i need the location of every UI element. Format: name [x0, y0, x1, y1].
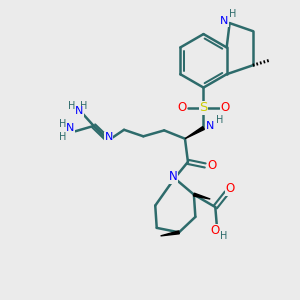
Text: H: H [216, 115, 224, 125]
Text: H: H [80, 101, 88, 111]
Text: N: N [206, 121, 214, 130]
Polygon shape [160, 231, 179, 236]
Text: O: O [226, 182, 235, 195]
Text: N: N [220, 16, 229, 26]
Text: O: O [211, 224, 220, 237]
Text: N: N [66, 123, 74, 133]
Text: N: N [75, 106, 83, 116]
Polygon shape [185, 127, 204, 139]
Text: N: N [104, 132, 113, 142]
Text: H: H [59, 119, 67, 129]
Text: H: H [229, 9, 236, 19]
Text: O: O [207, 159, 216, 172]
Text: O: O [220, 101, 230, 114]
Text: S: S [199, 101, 208, 114]
Text: N: N [169, 170, 178, 183]
Text: O: O [178, 101, 187, 114]
Text: H: H [68, 101, 75, 111]
Polygon shape [194, 193, 210, 199]
Text: H: H [59, 132, 67, 142]
Text: H: H [220, 231, 227, 241]
